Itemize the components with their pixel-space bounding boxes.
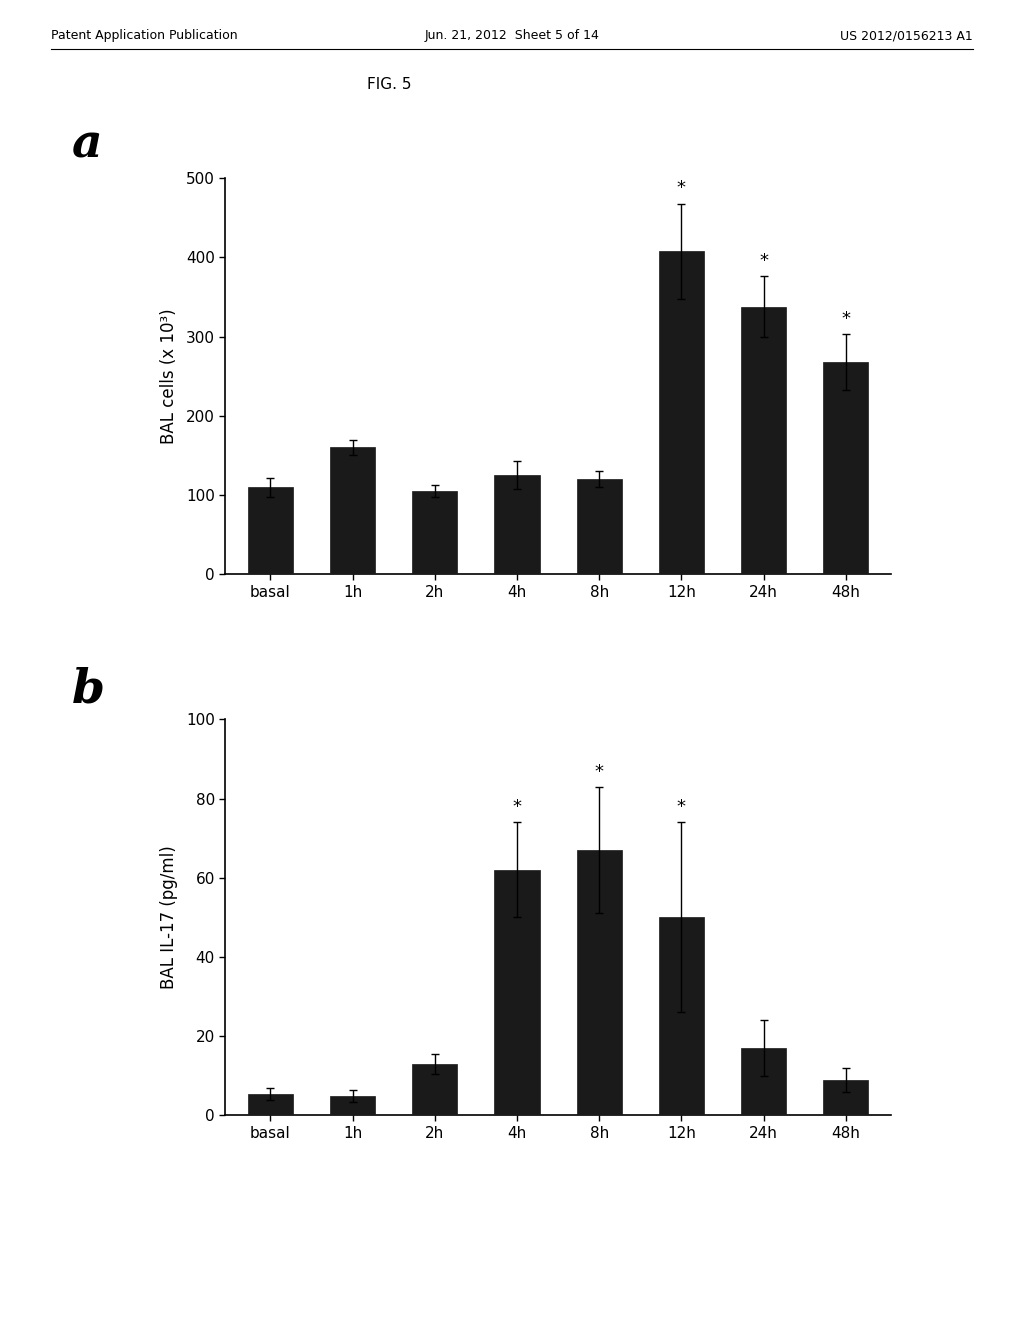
Text: a: a xyxy=(72,121,102,168)
Bar xyxy=(741,306,786,574)
Text: Jun. 21, 2012  Sheet 5 of 14: Jun. 21, 2012 Sheet 5 of 14 xyxy=(425,29,599,42)
Bar xyxy=(248,1093,293,1115)
Bar xyxy=(658,251,703,574)
Bar xyxy=(823,1080,868,1115)
Text: *: * xyxy=(841,310,850,327)
Text: *: * xyxy=(677,180,686,197)
Bar xyxy=(330,1096,375,1115)
Bar xyxy=(248,487,293,574)
Bar xyxy=(495,475,540,574)
Bar xyxy=(413,491,458,574)
Text: FIG. 5: FIG. 5 xyxy=(367,77,412,91)
Bar xyxy=(577,850,622,1115)
Y-axis label: BAL cells (x 10³): BAL cells (x 10³) xyxy=(160,309,177,444)
Text: *: * xyxy=(759,252,768,271)
Bar xyxy=(658,917,703,1115)
Text: *: * xyxy=(595,763,604,781)
Bar xyxy=(413,1064,458,1115)
Text: b: b xyxy=(72,667,104,713)
Text: Patent Application Publication: Patent Application Publication xyxy=(51,29,238,42)
Text: *: * xyxy=(677,799,686,816)
Text: US 2012/0156213 A1: US 2012/0156213 A1 xyxy=(840,29,973,42)
Bar xyxy=(495,870,540,1115)
Bar xyxy=(823,362,868,574)
Bar xyxy=(330,447,375,574)
Y-axis label: BAL IL-17 (pg/ml): BAL IL-17 (pg/ml) xyxy=(160,846,177,989)
Text: *: * xyxy=(512,799,521,816)
Bar xyxy=(741,1048,786,1115)
Bar xyxy=(577,479,622,574)
